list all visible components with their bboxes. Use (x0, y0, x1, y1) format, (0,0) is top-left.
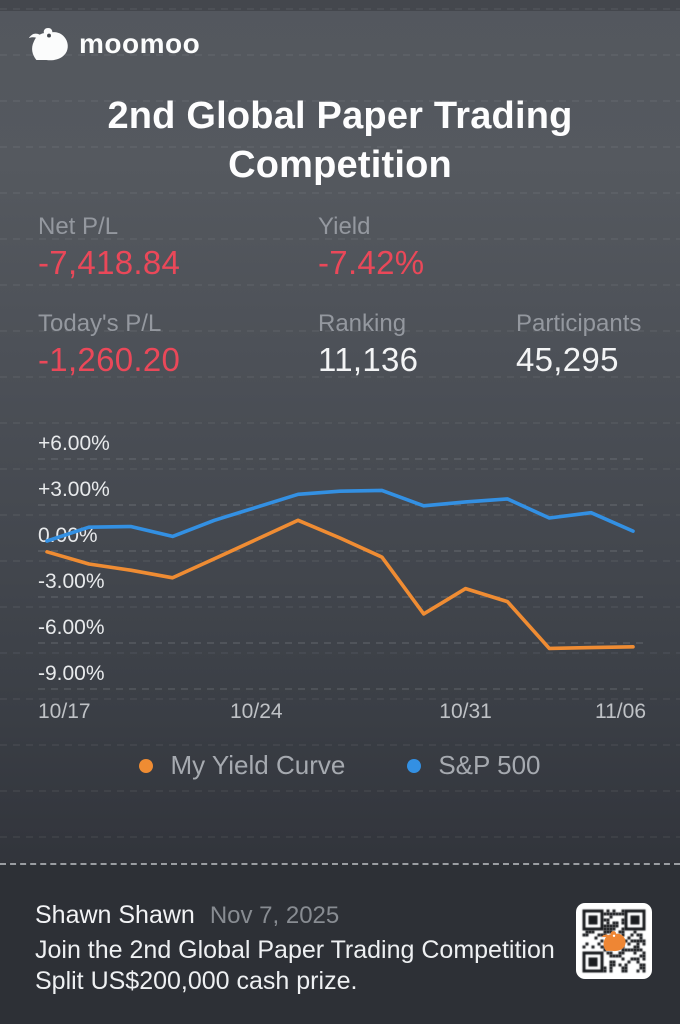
sp500-dot-icon (407, 758, 422, 773)
chart-legend: My Yield Curve S&P 500 (0, 750, 680, 781)
promo-text: Join the 2nd Global Paper Trading Compet… (35, 935, 565, 997)
svg-text:10/24: 10/24 (230, 700, 283, 723)
legend-label: S&P 500 (438, 750, 541, 780)
top-dark-strip (0, 0, 680, 11)
stat-label: Yield (318, 213, 371, 240)
stat-yield: Yield -7.42% (318, 214, 516, 281)
stat-participants: Participants 45,295 (516, 311, 648, 378)
stat-label: Ranking (318, 310, 407, 337)
stat-label: Participants (516, 310, 642, 337)
brand-name: moomoo (79, 28, 201, 59)
stat-value: 11,136 (318, 341, 419, 378)
stat-spacer (516, 214, 648, 281)
svg-text:10/17: 10/17 (38, 700, 91, 723)
my-yield-dot-icon (139, 758, 154, 773)
author-name: Shawn Shawn (35, 901, 195, 929)
stat-today-pl: Today's P/L -1,260.20 (38, 311, 318, 378)
stat-label: Net P/L (38, 213, 119, 240)
stat-value: -1,260.20 (38, 341, 181, 378)
stat-value: 45,295 (516, 341, 619, 378)
stat-value: -7,418.84 (38, 244, 181, 281)
stat-net-pl: Net P/L -7,418.84 (38, 214, 318, 281)
svg-text:10/31: 10/31 (439, 700, 492, 723)
svg-text:+3.00%: +3.00% (38, 478, 110, 501)
moomoo-bull-icon (28, 28, 68, 61)
yield-chart: +6.00%+3.00%0.00%-3.00%-6.00%-9.00%10/17… (38, 432, 648, 723)
svg-text:-3.00%: -3.00% (38, 570, 105, 593)
svg-text:-6.00%: -6.00% (38, 616, 105, 639)
yield-chart-container: +6.00% +3.00% 0.00% -3.00% -6.00% -9.00% 10/17… (0, 430, 680, 740)
stats-grid: Net P/L -7,418.84 Yield -7.42% Today's P… (38, 214, 648, 378)
promo-line-1: Join the 2nd Global Paper Trading Compet… (35, 936, 555, 964)
svg-text:11/06: 11/06 (595, 700, 646, 723)
qr-bull-icon (601, 931, 626, 952)
qr-code (576, 903, 652, 979)
stat-ranking: Ranking 11,136 (318, 311, 516, 378)
stat-label: Today's P/L (38, 310, 162, 337)
legend-label: My Yield Curve (170, 750, 346, 780)
promo-line-2: Split US$200,000 cash prize. (35, 967, 358, 995)
author-row: Shawn Shawn Nov 7, 2025 (35, 901, 339, 930)
legend-item-my-yield: My Yield Curve (139, 750, 345, 781)
svg-text:+6.00%: +6.00% (38, 432, 110, 455)
share-footer: Shawn Shawn Nov 7, 2025 Join the 2nd Glo… (0, 863, 680, 1024)
svg-text:-9.00%: -9.00% (38, 662, 105, 685)
page-title: 2nd Global Paper Trading Competition (107, 95, 573, 186)
moomoo-logo: moomoo (28, 26, 200, 62)
legend-item-sp500: S&P 500 (407, 750, 541, 781)
stat-value: -7.42% (318, 244, 425, 281)
share-date: Nov 7, 2025 (209, 902, 340, 929)
